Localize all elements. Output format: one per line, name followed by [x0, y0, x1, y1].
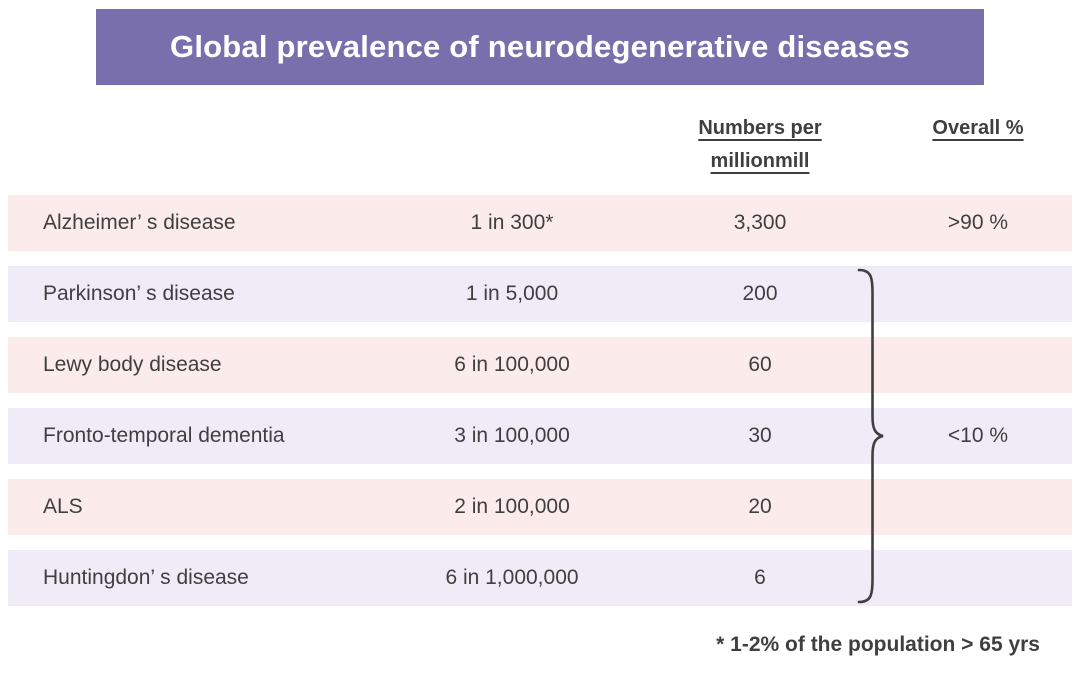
table-row: Fronto-temporal dementia 3 in 100,000 30…	[8, 408, 1072, 464]
prevalence-ratio: 6 in 1,000,000	[445, 566, 579, 589]
disease-name: Alzheimer’ s disease	[43, 211, 236, 234]
numbers-per-million: 60	[748, 353, 772, 376]
table-row: Alzheimer’ s disease 1 in 300* 3,300 >90…	[8, 195, 1072, 251]
table-header-row: Numbers per millionmill Overall %	[8, 108, 1072, 195]
overall-percent: >90 %	[947, 211, 1009, 234]
prevalence-ratio: 2 in 100,000	[454, 495, 570, 518]
numbers-per-million: 6	[754, 566, 766, 589]
table-row: Lewy body disease 6 in 100,000 60	[8, 337, 1072, 393]
numbers-per-million: 20	[748, 495, 772, 518]
page-title: Global prevalence of neurodegenerative d…	[170, 29, 910, 64]
table-row: ALS 2 in 100,000 20	[8, 479, 1072, 535]
column-header-overall-pct: Overall %	[932, 117, 1024, 139]
curly-brace-group-indicator	[857, 268, 884, 604]
prevalence-ratio: 1 in 5,000	[465, 282, 559, 305]
column-header-numbers-per-million: Numbers per millionmill	[698, 117, 822, 172]
numbers-per-million: 200	[742, 282, 778, 305]
table-row: Parkinson’ s disease 1 in 5,000 200	[8, 266, 1072, 322]
disease-name: Lewy body disease	[43, 353, 222, 376]
prevalence-table: Numbers per millionmill Overall % Alzhei…	[8, 108, 1072, 621]
numbers-per-million: 3,300	[733, 211, 787, 234]
prevalence-ratio: 3 in 100,000	[454, 424, 570, 447]
prevalence-ratio: 1 in 300*	[470, 211, 554, 234]
group-overall-label: <10 %	[947, 424, 1009, 447]
disease-name: ALS	[43, 495, 83, 518]
numbers-per-million: 30	[748, 424, 772, 447]
table-row: Huntingdon’ s disease 6 in 1,000,000 6	[8, 550, 1072, 606]
disease-name: Fronto-temporal dementia	[43, 424, 285, 447]
disease-name: Huntingdon’ s disease	[43, 566, 249, 589]
footnote: * 1-2% of the population > 65 yrs	[716, 633, 1040, 656]
title-banner: Global prevalence of neurodegenerative d…	[96, 9, 984, 85]
disease-name: Parkinson’ s disease	[43, 282, 235, 305]
prevalence-ratio: 6 in 100,000	[454, 353, 570, 376]
